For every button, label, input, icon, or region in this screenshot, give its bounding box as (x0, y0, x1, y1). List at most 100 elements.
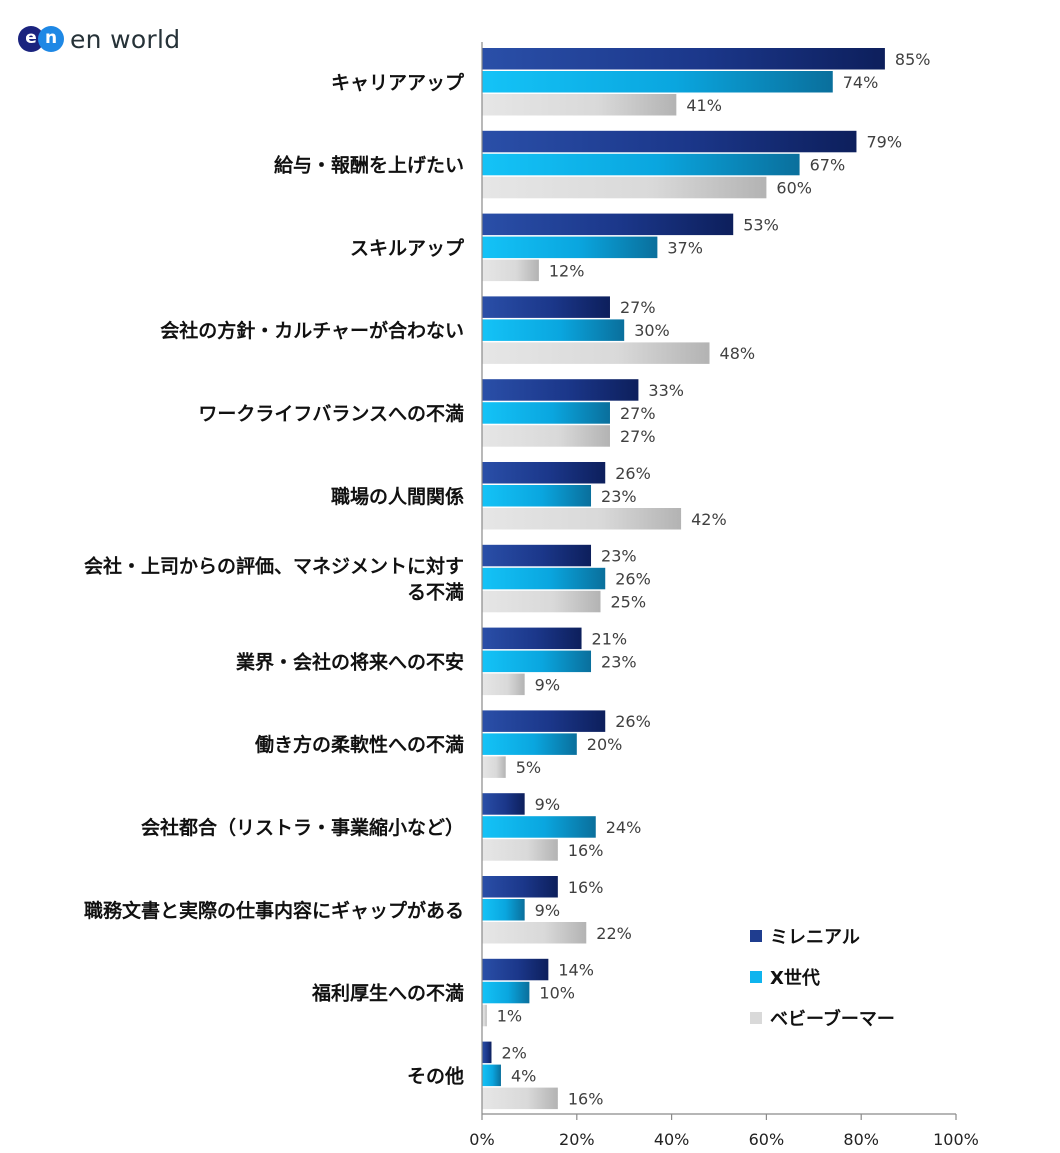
value-label-boomer-3: 48% (720, 344, 756, 363)
bar-millennial-9 (482, 793, 525, 815)
bar-genx-7 (482, 650, 592, 673)
bar-millennial-10 (482, 876, 558, 898)
x-tick-label-2: 40% (654, 1130, 690, 1149)
value-label-millennial-11: 14% (558, 961, 594, 980)
value-label-genx-6: 26% (615, 570, 651, 589)
logo-text: en world (70, 24, 181, 54)
value-label-genx-2: 37% (667, 238, 703, 257)
value-label-boomer-9: 16% (568, 841, 604, 860)
category-label-7: 業界・会社の将来への不安 (235, 650, 464, 673)
bar-boomer-7 (482, 673, 525, 696)
value-label-millennial-1: 79% (866, 133, 902, 152)
category-label-1: 給与・報酬を上げたい (274, 154, 464, 177)
value-label-millennial-2: 53% (743, 215, 779, 234)
bar-genx-3 (482, 319, 625, 341)
category-label-0: キャリアアップ (331, 71, 465, 94)
value-label-genx-12: 4% (511, 1066, 536, 1085)
value-label-millennial-4: 33% (648, 381, 684, 400)
bar-millennial-11 (482, 958, 549, 981)
category-label-4: ワークライフバランスへの不満 (198, 403, 464, 425)
value-label-boomer-0: 41% (686, 96, 722, 115)
bar-boomer-8 (482, 756, 506, 778)
value-label-genx-5: 23% (601, 487, 637, 506)
bar-genx-10 (482, 899, 525, 921)
value-label-genx-10: 9% (535, 901, 560, 920)
bar-millennial-6 (482, 544, 592, 567)
x-tick-label-0: 0% (469, 1130, 494, 1149)
logo-n-circle: n (38, 26, 64, 52)
bar-genx-4 (482, 402, 610, 424)
value-label-millennial-6: 23% (601, 547, 637, 566)
category-label-2: スキルアップ (350, 236, 465, 259)
category-label-12: その他 (407, 1064, 464, 1087)
value-label-millennial-0: 85% (895, 50, 931, 69)
value-label-millennial-7: 21% (592, 629, 628, 648)
category-label-3: 会社の方針・カルチャーが合わない (160, 319, 464, 342)
value-label-genx-11: 10% (539, 984, 575, 1003)
bar-boomer-2 (482, 259, 539, 282)
legend-swatch-millennial (750, 930, 762, 942)
bar-genx-2 (482, 236, 658, 259)
category-label-10: 職務文書と実際の仕事内容にギャップがある (84, 899, 464, 922)
x-tick-label-4: 80% (843, 1130, 879, 1149)
labels-layer: 85% 74% 41% キャリアアップ 79% 67% 60% 給与・報酬を上げたい 53% 37… (84, 50, 930, 1109)
bar-boomer-0 (482, 94, 677, 116)
bar-boomer-3 (482, 342, 710, 364)
bar-genx-0 (482, 71, 833, 93)
category-label-9: 会社都合（リストラ・事業縮小など） (141, 816, 464, 839)
bar-boomer-1 (482, 176, 767, 199)
value-label-boomer-6: 25% (611, 593, 647, 612)
legend-label-genx: X世代 (770, 968, 820, 989)
bar-genx-12 (482, 1064, 501, 1087)
category-label-6: 会社・上司からの評価、マネジメントに対する不満 (84, 555, 464, 604)
value-label-millennial-3: 27% (620, 298, 656, 317)
bar-boomer-4 (482, 425, 610, 447)
x-tick-label-5: 100% (933, 1130, 979, 1149)
value-label-boomer-1: 60% (776, 179, 812, 198)
value-label-boomer-5: 42% (691, 510, 727, 529)
value-label-genx-9: 24% (606, 818, 642, 837)
legend-swatch-genx (750, 971, 762, 983)
bar-genx-11 (482, 981, 530, 1004)
bar-genx-6 (482, 567, 606, 590)
value-label-genx-7: 23% (601, 652, 637, 671)
x-tick-label-1: 20% (559, 1130, 595, 1149)
value-label-genx-4: 27% (620, 404, 656, 423)
bar-boomer-12 (482, 1087, 558, 1110)
legend-label-millennial: ミレニアル (770, 927, 860, 948)
value-label-genx-3: 30% (634, 321, 670, 340)
bar-genx-9 (482, 816, 596, 838)
bar-millennial-0 (482, 48, 885, 70)
bar-millennial-7 (482, 627, 582, 650)
bar-boomer-9 (482, 839, 558, 861)
value-label-boomer-10: 22% (596, 924, 632, 943)
value-label-millennial-10: 16% (568, 878, 604, 897)
bar-millennial-2 (482, 213, 734, 236)
category-label-8: 働き方の柔軟性への不満 (254, 733, 464, 756)
value-label-boomer-12: 16% (568, 1089, 604, 1108)
value-label-millennial-8: 26% (615, 712, 651, 731)
category-label-5: 職場の人間関係 (331, 485, 464, 508)
enworld-logo: e n en world (18, 24, 180, 54)
category-label-11: 福利厚生への不満 (311, 982, 464, 1005)
bar-boomer-5 (482, 508, 682, 530)
value-label-genx-0: 74% (843, 73, 879, 92)
bar-millennial-8 (482, 710, 606, 732)
bar-millennial-12 (482, 1041, 492, 1064)
bar-boomer-10 (482, 922, 587, 944)
enworld-logo-mark: e n (18, 25, 64, 53)
bar-millennial-5 (482, 462, 606, 484)
value-label-genx-1: 67% (810, 156, 846, 175)
value-label-millennial-12: 2% (501, 1043, 526, 1062)
legend-swatch-boomer (750, 1012, 762, 1024)
value-label-boomer-4: 27% (620, 427, 656, 446)
value-label-millennial-9: 9% (535, 795, 560, 814)
bar-boomer-6 (482, 590, 601, 613)
value-label-boomer-2: 12% (549, 261, 585, 280)
value-label-boomer-7: 9% (535, 675, 560, 694)
value-label-millennial-5: 26% (615, 464, 651, 483)
bars-layer (482, 48, 885, 1110)
value-label-boomer-11: 1% (497, 1007, 522, 1026)
